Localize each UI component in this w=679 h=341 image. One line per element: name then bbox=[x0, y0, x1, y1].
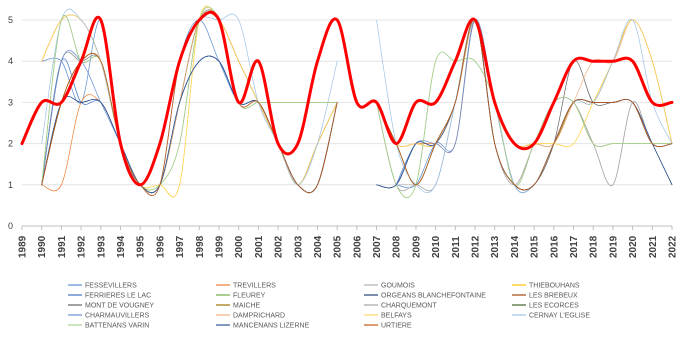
legend-label: DAMPRICHARD bbox=[233, 313, 285, 320]
series-lines bbox=[20, 5, 674, 199]
x-tick-label: 2011 bbox=[451, 236, 462, 258]
series-line-mean bbox=[20, 10, 674, 187]
x-tick-label: 2007 bbox=[372, 235, 383, 258]
legend-entry: CHARQUEMONT bbox=[364, 303, 437, 310]
legend-entry: MANCENANS LIZERNE bbox=[216, 323, 310, 330]
x-tick-label: 2015 bbox=[530, 235, 541, 258]
legend: FESSEVILLERS TREVILLERS GOUMOIS THIEBOUHANS… bbox=[68, 283, 590, 330]
legend-label: LES BREBEUX bbox=[529, 293, 578, 300]
x-tick-label: 1998 bbox=[195, 235, 206, 258]
y-tick-label: 4 bbox=[8, 56, 13, 66]
legend-label: MAICHE bbox=[233, 303, 261, 310]
x-axis bbox=[21, 226, 673, 230]
legend-label: FESSEVILLERS bbox=[85, 283, 137, 290]
legend-entry: FESSEVILLERS bbox=[68, 283, 137, 290]
x-tick-label: 2020 bbox=[628, 235, 639, 258]
x-tick-label: 2018 bbox=[589, 235, 600, 258]
legend-label: MANCENANS LIZERNE bbox=[233, 323, 310, 330]
x-tick-label: 1994 bbox=[116, 235, 127, 258]
legend-entry: FLEUREY bbox=[216, 293, 266, 300]
legend-entry: MONT DE VOUGNEY bbox=[68, 303, 154, 310]
x-axis-tick-labels: 1989 1990 1991 1992 1993 1994 1995 1996 1997 1998… bbox=[18, 235, 679, 258]
legend-label: THIEBOUHANS bbox=[529, 283, 580, 290]
legend-label: BELFAYS bbox=[381, 313, 412, 320]
legend-label: TREVILLERS bbox=[233, 283, 276, 290]
x-tick-label: 2004 bbox=[313, 235, 324, 258]
legend-label: FLEUREY bbox=[233, 293, 266, 300]
y-tick-label: 1 bbox=[8, 180, 13, 190]
y-tick-label: 5 bbox=[8, 15, 13, 25]
legend-entry: DAMPRICHARD bbox=[216, 313, 285, 320]
x-tick-label: 2002 bbox=[274, 235, 285, 258]
x-tick-label: 2021 bbox=[648, 235, 659, 258]
x-tick-label: 1996 bbox=[155, 235, 166, 258]
series-line-ferrieres-le-lac bbox=[41, 19, 673, 193]
legend-label: CHARQUEMONT bbox=[381, 303, 437, 310]
x-tick-label: 1991 bbox=[57, 235, 68, 258]
y-tick-label: 3 bbox=[8, 97, 13, 107]
x-tick-label: 2019 bbox=[608, 235, 619, 258]
series-line-mancenans-lizerne bbox=[41, 19, 673, 193]
legend-entry: ORGEANS BLANCHEFONTAINE bbox=[364, 293, 486, 300]
series-line-goumois bbox=[41, 19, 673, 193]
y-axis-tick-labels: 0 1 2 3 4 5 bbox=[8, 15, 13, 231]
legend-entry: THIEBOUHANS bbox=[512, 283, 580, 290]
legend-entry: URTIERE bbox=[364, 323, 412, 330]
legend-entry: CHARMAUVILLERS bbox=[68, 313, 150, 320]
legend-label: CHARMAUVILLERS bbox=[85, 313, 150, 320]
y-tick-label: 0 bbox=[8, 221, 13, 231]
x-tick-label: 2010 bbox=[431, 235, 442, 258]
x-tick-label: 1999 bbox=[214, 235, 225, 258]
legend-label: BATTENANS VARIN bbox=[85, 323, 149, 330]
x-tick-label: 2000 bbox=[234, 235, 245, 258]
series-line-charmauvillers bbox=[41, 19, 673, 193]
x-tick-label: 2013 bbox=[490, 235, 501, 258]
x-tick-label: 1990 bbox=[37, 235, 48, 258]
series-line-orgeans-blanchefontaine bbox=[41, 19, 673, 193]
legend-entry: TREVILLERS bbox=[216, 283, 276, 290]
x-tick-label: 1995 bbox=[136, 235, 147, 258]
x-tick-label: 1989 bbox=[18, 235, 29, 258]
x-tick-label: 2003 bbox=[293, 235, 304, 258]
x-tick-label: 1992 bbox=[77, 235, 88, 258]
legend-label: FERRIERES LE LAC bbox=[85, 293, 151, 300]
legend-entry: BELFAYS bbox=[364, 313, 412, 320]
legend-label: URTIERE bbox=[381, 323, 412, 330]
legend-label: CERNAY L'EGLISE bbox=[529, 313, 590, 320]
x-tick-label: 1997 bbox=[175, 235, 186, 258]
legend-entry: LES BREBEUX bbox=[512, 293, 578, 300]
legend-entry: LES ECORCES bbox=[512, 303, 579, 310]
legend-entry: CERNAY L'EGLISE bbox=[512, 313, 590, 320]
x-tick-label: 2017 bbox=[569, 235, 580, 258]
x-tick-label: 2014 bbox=[510, 235, 521, 258]
x-tick-label: 2008 bbox=[392, 235, 403, 258]
x-tick-label: 2001 bbox=[254, 235, 265, 258]
x-tick-label: 2022 bbox=[668, 235, 679, 258]
x-tick-label: 2005 bbox=[333, 235, 344, 258]
legend-entry: GOUMOIS bbox=[364, 283, 415, 290]
x-tick-label: 1993 bbox=[96, 235, 107, 258]
legend-entry: FERRIERES LE LAC bbox=[68, 293, 151, 300]
x-tick-label: 2009 bbox=[411, 235, 422, 258]
legend-entry: BATTENANS VARIN bbox=[68, 323, 149, 330]
legend-label: MONT DE VOUGNEY bbox=[85, 303, 154, 310]
y-tick-label: 2 bbox=[8, 139, 13, 149]
legend-entry: MAICHE bbox=[216, 303, 261, 310]
x-tick-label: 2006 bbox=[352, 235, 363, 258]
x-tick-label: 2012 bbox=[471, 235, 482, 258]
legend-label: ORGEANS BLANCHEFONTAINE bbox=[381, 293, 486, 300]
legend-label: GOUMOIS bbox=[381, 283, 415, 290]
legend-label: LES ECORCES bbox=[529, 303, 579, 310]
x-tick-label: 2016 bbox=[549, 235, 560, 258]
